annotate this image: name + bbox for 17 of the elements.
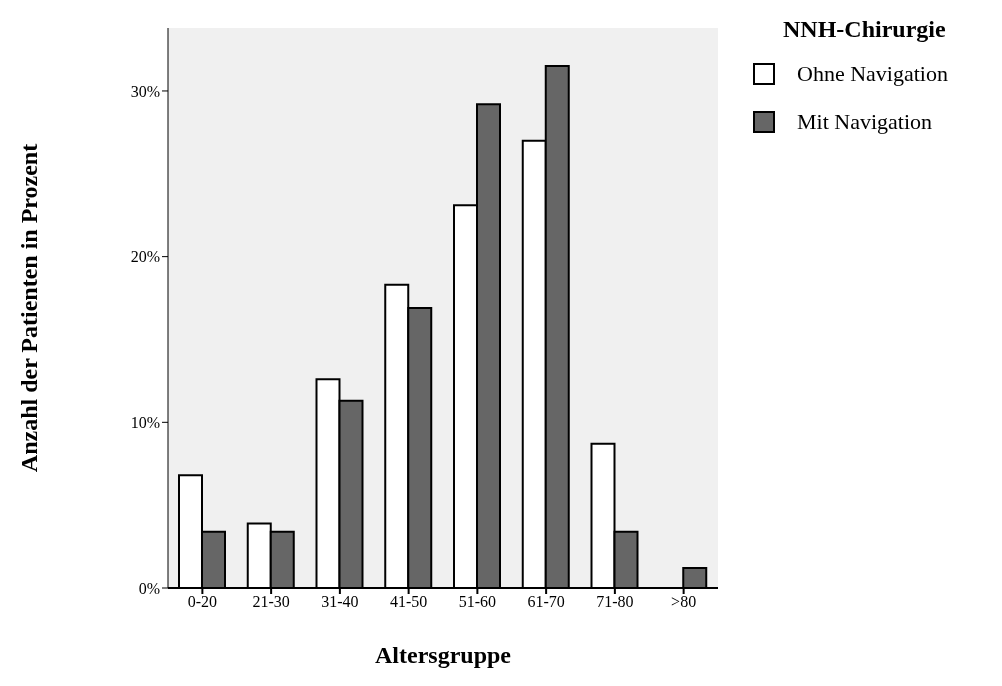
y-tick-label: 30% [130, 82, 160, 100]
x-tick-label: 41-50 [389, 593, 428, 611]
y-tick-label: 10% [130, 414, 160, 431]
y-tick-label: 0% [138, 579, 160, 597]
x-tick-label: 21-30 [252, 593, 290, 611]
x-tick-label: 51-60 [458, 593, 497, 611]
x-tick-label: >80 [671, 593, 697, 611]
x-axis-title: Altersgruppe [375, 642, 512, 668]
x-tick-label: 71-80 [596, 593, 634, 611]
x-tick-label: 31-40 [321, 593, 359, 611]
legend-title: NNH-Chirurgie [783, 16, 947, 43]
x-tick-label: 0-20 [187, 593, 218, 611]
legend-label: Mit Navigation [796, 109, 934, 135]
y-axis-title: Anzahl der Patienten in Prozent [15, 143, 42, 473]
legend-label: Ohne Navigation [796, 61, 948, 87]
x-tick-label: 61-70 [527, 593, 565, 611]
y-tick-label: 20% [130, 248, 160, 266]
